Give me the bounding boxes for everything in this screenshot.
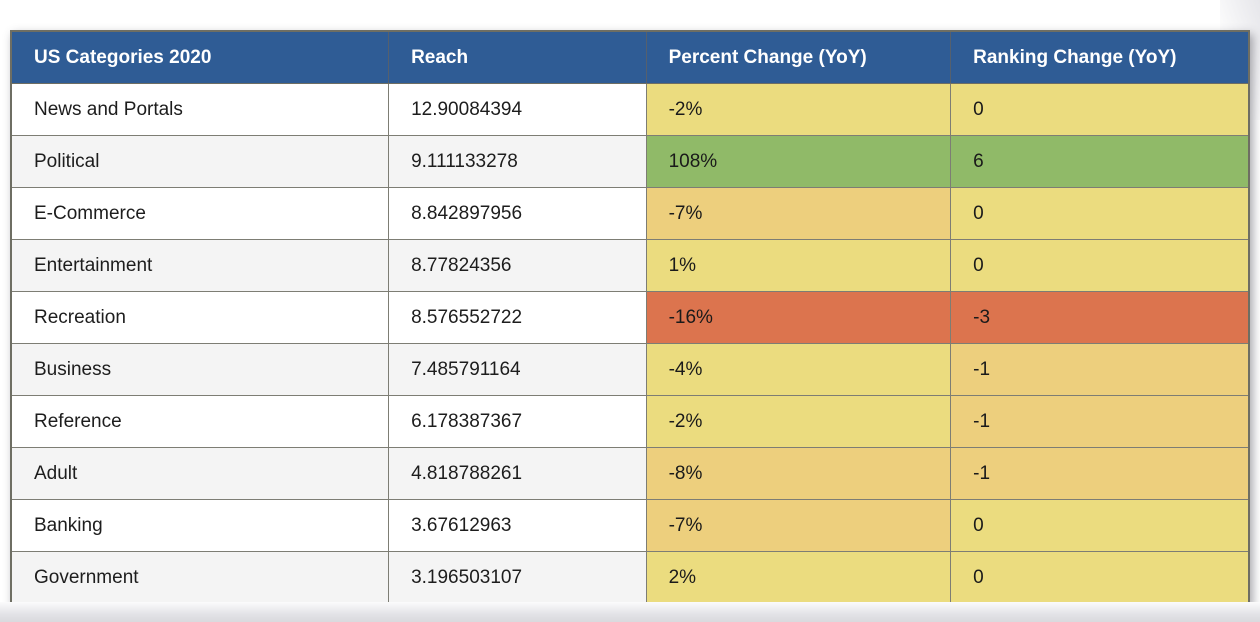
ranking-change-cell: -1 <box>950 447 1250 500</box>
page-bottom-edge <box>0 602 1260 622</box>
ranking-change-cell: -1 <box>950 343 1250 396</box>
table-row: Business 7.485791164 -4% -1 <box>10 343 1250 396</box>
reach-cell: 8.576552722 <box>388 291 647 344</box>
categories-table-container: US Categories 2020 Reach Percent Change … <box>10 30 1250 605</box>
table-body: News and Portals 12.90084394 -2% 0 Polit… <box>10 83 1250 605</box>
table-row: Political 9.111133278 108% 6 <box>10 135 1250 188</box>
category-cell: Adult <box>10 447 390 500</box>
reach-cell: 7.485791164 <box>388 343 647 396</box>
category-cell: Government <box>10 551 390 605</box>
ranking-change-cell: 0 <box>950 499 1250 552</box>
reach-cell: 8.77824356 <box>388 239 647 292</box>
column-header-percent-change: Percent Change (YoY) <box>645 30 952 84</box>
ranking-change-cell: -3 <box>950 291 1250 344</box>
table-header: US Categories 2020 Reach Percent Change … <box>10 30 1250 84</box>
percent-change-cell: -7% <box>645 499 952 552</box>
percent-change-cell: -4% <box>645 343 952 396</box>
category-cell: Recreation <box>10 291 390 344</box>
reach-cell: 9.111133278 <box>388 135 647 188</box>
percent-change-cell: -7% <box>645 187 952 240</box>
category-cell: E-Commerce <box>10 187 390 240</box>
table-row: Reference 6.178387367 -2% -1 <box>10 395 1250 448</box>
column-header-ranking-change: Ranking Change (YoY) <box>950 30 1250 84</box>
ranking-change-cell: 0 <box>950 83 1250 136</box>
reach-cell: 3.196503107 <box>388 551 647 605</box>
category-cell: Political <box>10 135 390 188</box>
table-row: Entertainment 8.77824356 1% 0 <box>10 239 1250 292</box>
table-row: News and Portals 12.90084394 -2% 0 <box>10 83 1250 136</box>
category-cell: News and Portals <box>10 83 390 136</box>
categories-table: US Categories 2020 Reach Percent Change … <box>10 30 1250 605</box>
table-row: Adult 4.818788261 -8% -1 <box>10 447 1250 500</box>
table-row: Recreation 8.576552722 -16% -3 <box>10 291 1250 344</box>
table-row: E-Commerce 8.842897956 -7% 0 <box>10 187 1250 240</box>
header-row: US Categories 2020 Reach Percent Change … <box>10 30 1250 84</box>
category-cell: Business <box>10 343 390 396</box>
column-header-reach: Reach <box>388 30 647 84</box>
percent-change-cell: 1% <box>645 239 952 292</box>
percent-change-cell: -2% <box>645 395 952 448</box>
reach-cell: 4.818788261 <box>388 447 647 500</box>
table-row: Government 3.196503107 2% 0 <box>10 551 1250 605</box>
reach-cell: 3.67612963 <box>388 499 647 552</box>
category-cell: Reference <box>10 395 390 448</box>
category-cell: Entertainment <box>10 239 390 292</box>
ranking-change-cell: 0 <box>950 239 1250 292</box>
reach-cell: 6.178387367 <box>388 395 647 448</box>
ranking-change-cell: -1 <box>950 395 1250 448</box>
ranking-change-cell: 0 <box>950 187 1250 240</box>
percent-change-cell: -8% <box>645 447 952 500</box>
category-cell: Banking <box>10 499 390 552</box>
ranking-change-cell: 0 <box>950 551 1250 605</box>
ranking-change-cell: 6 <box>950 135 1250 188</box>
percent-change-cell: -16% <box>645 291 952 344</box>
reach-cell: 8.842897956 <box>388 187 647 240</box>
percent-change-cell: 108% <box>645 135 952 188</box>
table-row: Banking 3.67612963 -7% 0 <box>10 499 1250 552</box>
percent-change-cell: 2% <box>645 551 952 605</box>
reach-cell: 12.90084394 <box>388 83 647 136</box>
column-header-categories: US Categories 2020 <box>10 30 390 84</box>
percent-change-cell: -2% <box>645 83 952 136</box>
